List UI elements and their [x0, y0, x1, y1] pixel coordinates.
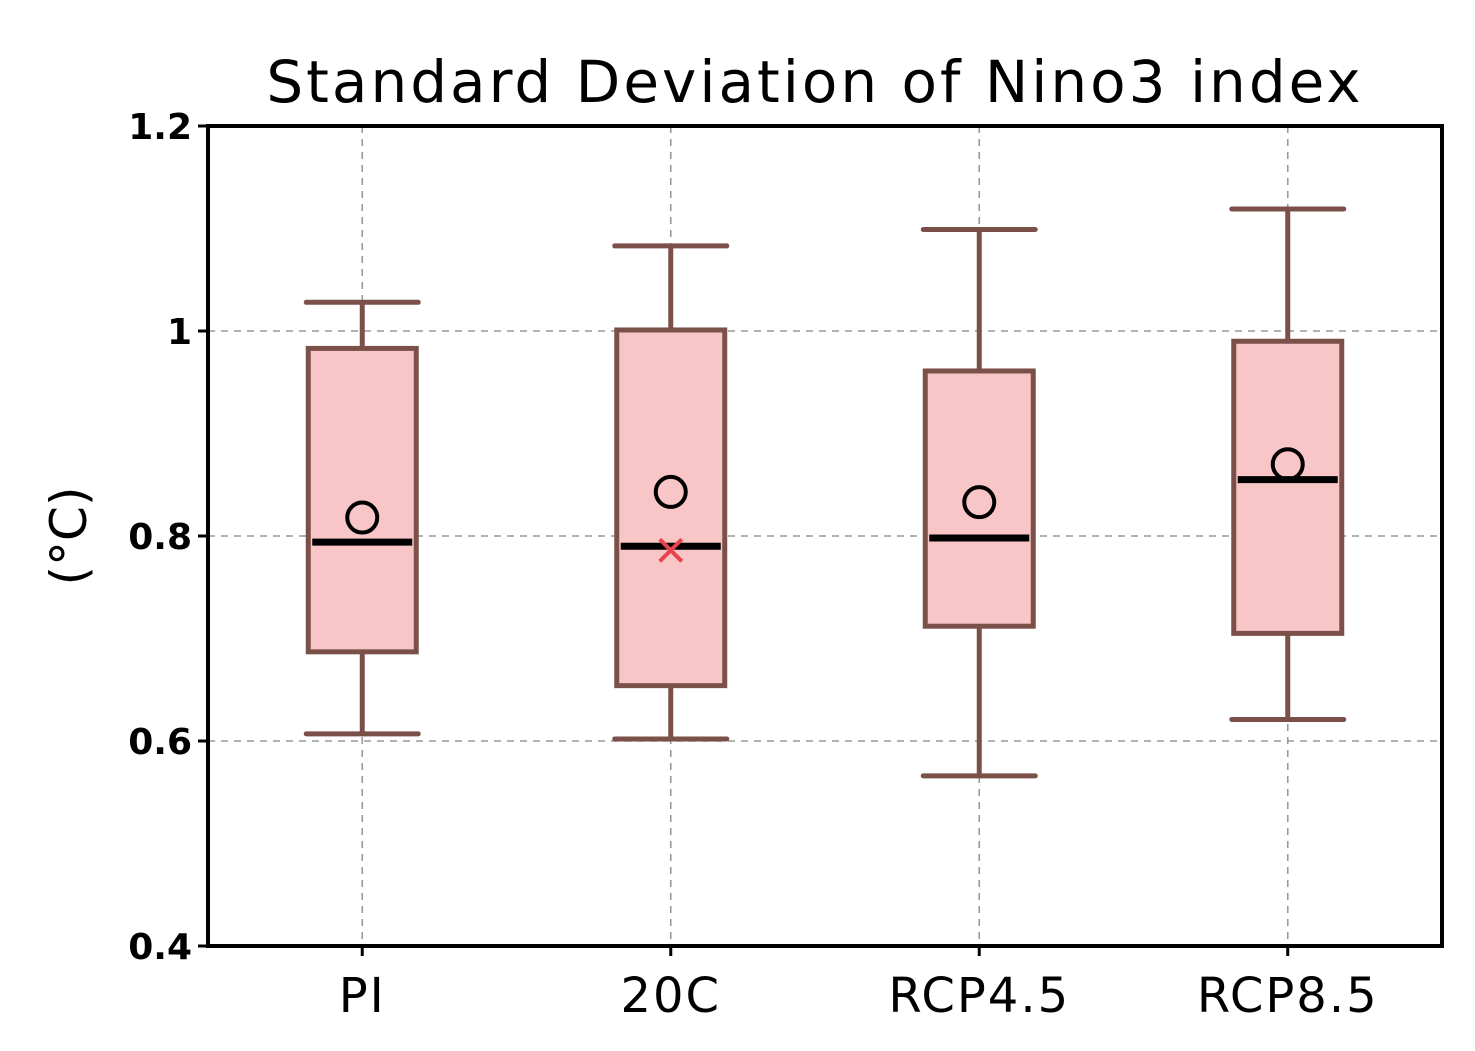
box-rcp8-5 [1229, 206, 1347, 722]
y-tick-label: 0.4 [128, 927, 192, 968]
x-tick-label: 20C [620, 968, 721, 1024]
y-axis-label: (°C) [40, 487, 98, 586]
x-tick-label: PI [339, 968, 386, 1024]
box-iqr [305, 345, 419, 655]
y-tick-label: 1 [167, 312, 192, 353]
mean-marker [345, 500, 380, 535]
mean-marker [653, 474, 688, 509]
x-tick-label: RCP8.5 [1197, 968, 1379, 1024]
y-tick-labels: 0.4 0.6 0.8 1 1.2 [128, 107, 192, 968]
y-tick-label: 0.8 [128, 517, 192, 558]
box-pi [303, 299, 421, 737]
mean-marker [962, 485, 997, 520]
box-series [303, 206, 1347, 779]
box-iqr [1231, 338, 1345, 636]
y-tick-label: 1.2 [128, 107, 192, 148]
x-tick-label: RCP4.5 [888, 968, 1070, 1024]
box-20c [612, 243, 730, 742]
chart-title: Standard Deviation of Nino3 index [266, 48, 1363, 116]
mean-marker [1270, 447, 1305, 482]
axes [198, 124, 1444, 956]
box-rcp4-5 [920, 227, 1038, 779]
y-tick-label: 0.6 [128, 722, 192, 763]
x-tick-labels: PI 20C RCP4.5 RCP8.5 [339, 968, 1379, 1024]
box-iqr [922, 368, 1036, 629]
x-marker [658, 537, 684, 563]
